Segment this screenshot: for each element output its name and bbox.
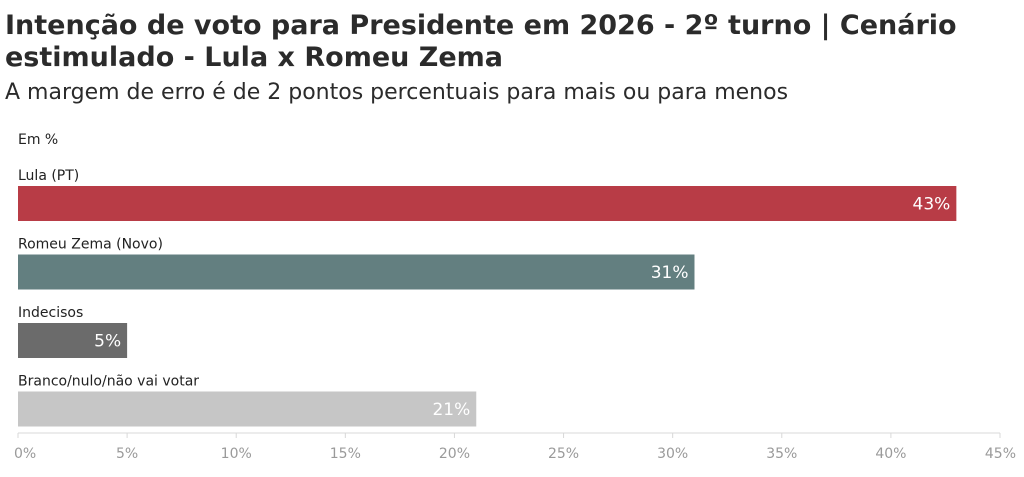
bar: [18, 186, 957, 221]
x-tick-label: 40%: [875, 446, 906, 462]
data-label: 5%: [94, 332, 121, 352]
category-label: Romeu Zema (Novo): [18, 237, 163, 253]
x-tick-label: 0%: [14, 446, 36, 462]
x-tick-label: 45%: [985, 446, 1016, 462]
bar: [18, 254, 695, 290]
x-tick-label: 20%: [439, 446, 470, 462]
x-tick-label: 35%: [766, 446, 797, 462]
bar: [18, 391, 477, 427]
x-tick-label: 25%: [548, 446, 579, 462]
unit-note: Em %: [18, 132, 59, 148]
x-tick-label: 30%: [657, 446, 688, 462]
chart-title: Intenção de voto para Presidente em 2026…: [5, 10, 957, 73]
data-label: 21%: [432, 400, 470, 420]
x-tick-label: 10%: [221, 446, 252, 462]
x-tick-label: 5%: [116, 446, 138, 462]
data-label: 43%: [913, 195, 951, 215]
x-tick-label: 15%: [330, 446, 361, 462]
category-label: Branco/nulo/não vai votar: [18, 374, 199, 390]
data-label: 31%: [651, 263, 689, 283]
category-label: Indecisos: [18, 305, 83, 321]
category-label: Lula (PT): [18, 168, 79, 184]
bar: [18, 323, 128, 358]
chart-subtitle: A margem de erro é de 2 pontos percentua…: [5, 80, 789, 105]
